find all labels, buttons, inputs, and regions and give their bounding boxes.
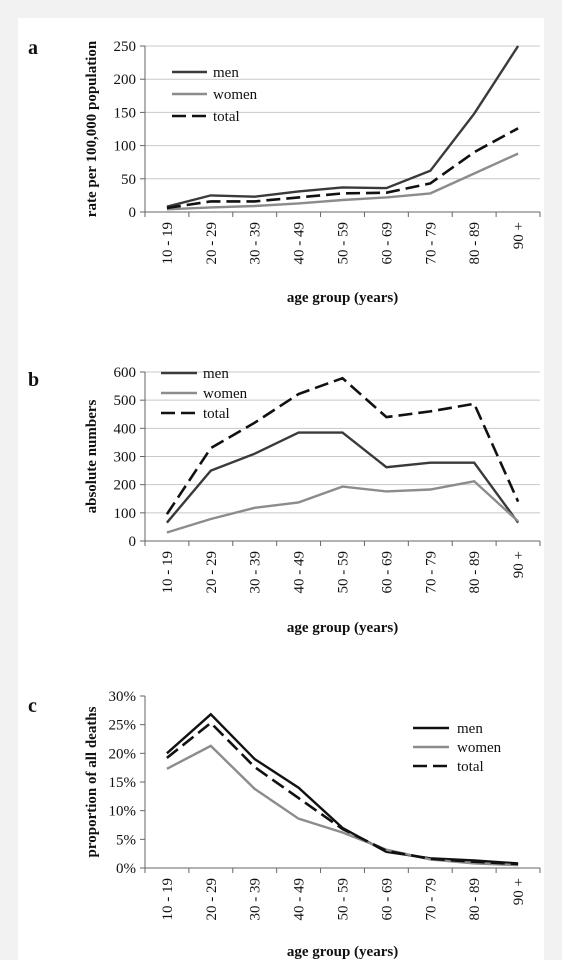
x-axis-label: age group (years)	[287, 944, 398, 960]
y-tick-label: 150	[114, 105, 137, 121]
chart-panel-a: a 0 50 100 150 200 250 10 - 19 20 - 29 30 - 39 40 …	[28, 37, 541, 306]
x-tick-label: 10 - 19	[160, 878, 176, 921]
y-tick-label: 500	[114, 393, 137, 409]
x-tick-label: 70 - 79	[423, 878, 439, 921]
y-tick-label: 10%	[109, 804, 137, 820]
legend-label-total: total	[203, 406, 230, 422]
chart-panel-c: c 0% 5% 10% 15% 20% 25% 30% 10 - 19 20 - 29 30 - 3…	[28, 689, 541, 960]
y-tick-label: 100	[114, 506, 137, 522]
x-tick-label: 20 - 29	[204, 878, 220, 921]
x-tick-label: 50 - 59	[336, 222, 352, 265]
chart-panel-b: b 0 100 200 300 400 500 600 10 - 19 20 - 29 30 - 3…	[28, 365, 541, 636]
x-tick-label: 20 - 29	[204, 222, 220, 265]
y-tick-label: 25%	[109, 718, 137, 734]
x-tick-label: 80 - 89	[467, 222, 483, 265]
legend-label-women: women	[457, 740, 502, 756]
x-tick-label: 70 - 79	[423, 551, 439, 594]
legend-label-men: men	[213, 65, 239, 81]
y-tick-label: 15%	[109, 775, 137, 791]
panel-letter: a	[28, 37, 38, 59]
x-axis-label: age group (years)	[287, 620, 398, 636]
x-tick-label: 90 +	[511, 222, 527, 249]
series-line-total	[165, 376, 520, 515]
x-axis-label: age group (years)	[287, 290, 398, 306]
y-tick-label: 20%	[109, 746, 137, 762]
x-tick-label: 80 - 89	[467, 878, 483, 921]
x-tick-label: 30 - 39	[248, 222, 264, 265]
y-axis-label: rate per 100,000 population	[84, 40, 100, 217]
x-tick-label: 40 - 49	[292, 878, 308, 921]
y-tick-label: 600	[114, 365, 137, 381]
x-tick-label: 60 - 69	[379, 878, 395, 921]
x-tick-label: 30 - 39	[248, 878, 264, 921]
y-tick-label: 200	[114, 478, 137, 494]
legend-label-men: men	[457, 721, 483, 737]
legend-label-men: men	[203, 366, 229, 382]
y-tick-label: 300	[114, 450, 137, 466]
series-line-men	[166, 45, 520, 208]
series-line-women	[166, 152, 519, 211]
legend-label-women: women	[213, 87, 258, 103]
x-tick-label: 40 - 49	[292, 551, 308, 594]
x-tick-label: 50 - 59	[336, 878, 352, 921]
y-tick-label: 0%	[116, 861, 136, 877]
y-tick-label: 50	[121, 172, 136, 188]
legend-label-total: total	[213, 109, 240, 125]
legend: men women total	[413, 721, 502, 775]
y-tick-label: 5%	[116, 832, 136, 848]
x-tick-label: 20 - 29	[204, 551, 220, 594]
x-tick-label: 90 +	[511, 878, 527, 905]
x-tick-label: 40 - 49	[292, 222, 308, 265]
y-tick-label: 0	[129, 534, 137, 550]
legend-label-total: total	[457, 759, 484, 775]
series-line-total	[166, 127, 519, 210]
y-tick-label: 0	[129, 205, 137, 221]
y-tick-label: 30%	[109, 689, 137, 705]
y-axis-label: absolute numbers	[84, 399, 100, 513]
x-tick-label: 50 - 59	[336, 551, 352, 594]
panel-letter: c	[28, 695, 37, 717]
y-tick-label: 250	[114, 39, 137, 55]
x-tick-label: 60 - 69	[379, 222, 395, 265]
figure-card	[18, 18, 544, 960]
x-tick-label: 60 - 69	[379, 551, 395, 594]
legend-label-women: women	[203, 386, 248, 402]
panel-letter: b	[28, 369, 39, 391]
x-tick-label: 10 - 19	[160, 222, 176, 265]
series-line-total	[166, 721, 519, 866]
x-tick-label: 90 +	[511, 551, 527, 578]
series-line-men	[165, 431, 520, 524]
y-tick-label: 100	[114, 139, 137, 155]
y-tick-label: 400	[114, 421, 137, 437]
y-tick-label: 200	[114, 72, 137, 88]
legend: men women total	[172, 65, 258, 125]
x-tick-label: 30 - 39	[248, 551, 264, 594]
series-line-women	[166, 480, 519, 534]
x-tick-label: 80 - 89	[467, 551, 483, 594]
x-tick-label: 70 - 79	[423, 222, 439, 265]
x-tick-label: 10 - 19	[160, 551, 176, 594]
series-line-women	[166, 744, 519, 867]
y-axis-label: proportion of all deaths	[84, 706, 100, 857]
legend: men women total	[161, 366, 248, 422]
